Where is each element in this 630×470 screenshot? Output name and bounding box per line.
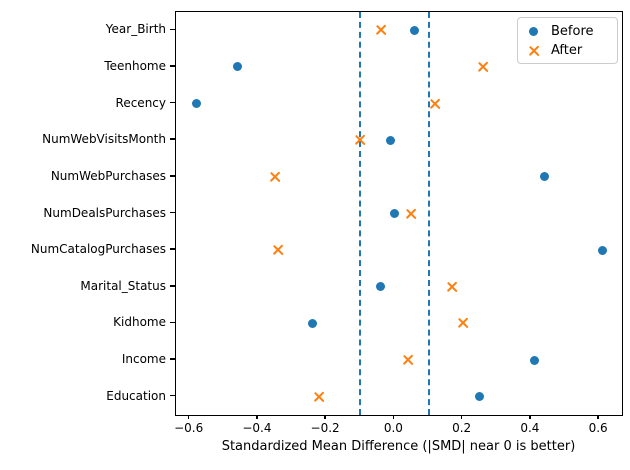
x-tick-mark xyxy=(392,415,395,419)
reference-line xyxy=(427,12,430,415)
y-tick-mark xyxy=(170,211,175,214)
data-point-before xyxy=(386,135,396,145)
y-tick-mark xyxy=(170,101,175,104)
data-point-before xyxy=(598,245,608,255)
x-tick-label: 0.2 xyxy=(452,421,472,435)
x-tick-mark xyxy=(324,415,326,419)
x-tick-label: −0.4 xyxy=(242,421,272,435)
data-point-before xyxy=(307,318,317,328)
y-tick-label: NumWebVisitsMonth xyxy=(42,132,166,147)
x-tick-label: 0.0 xyxy=(383,421,403,435)
data-point-before xyxy=(389,209,399,218)
y-tick-label: NumWebPurchases xyxy=(50,168,166,183)
x-tick-mark xyxy=(597,415,599,419)
y-tick-label: Education xyxy=(106,388,166,403)
data-point-after xyxy=(431,99,440,108)
x-tick-mark xyxy=(256,415,258,419)
x-tick-label: 0.6 xyxy=(588,421,608,435)
reference-line xyxy=(359,12,362,415)
plot-area xyxy=(175,11,623,416)
legend-entry-after: After xyxy=(518,41,617,60)
x-tick-label: 0.4 xyxy=(520,421,540,435)
y-tick-label: NumDealsPurchases xyxy=(43,205,166,220)
data-point-after xyxy=(356,136,365,145)
x-tick-label: −0.6 xyxy=(174,421,204,435)
y-tick-mark xyxy=(170,65,175,67)
data-point-after xyxy=(270,172,279,181)
data-point-before xyxy=(529,355,539,365)
data-point-before xyxy=(191,99,201,109)
data-point-after xyxy=(376,26,385,35)
x-tick-mark xyxy=(187,415,190,419)
x-tick-mark xyxy=(529,415,531,419)
y-tick-label: Kidhome xyxy=(113,315,166,330)
y-tick-mark xyxy=(170,138,175,140)
data-point-before xyxy=(540,172,550,182)
x-axis-label: Standardized Mean Difference (|SMD| near… xyxy=(221,439,576,454)
data-point-before xyxy=(410,25,420,35)
legend-entry-before: Before xyxy=(518,22,617,41)
circle-marker-icon xyxy=(529,27,538,36)
data-point-after xyxy=(407,209,416,218)
data-point-after xyxy=(404,356,413,365)
data-point-before xyxy=(475,392,485,402)
y-tick-mark xyxy=(170,28,175,31)
y-tick-mark xyxy=(170,321,175,324)
data-point-before xyxy=(232,62,242,72)
x-marker-icon xyxy=(529,46,538,55)
y-tick-mark xyxy=(170,358,175,360)
data-point-before xyxy=(376,282,386,292)
y-tick-label: NumCatalogPurchases xyxy=(30,242,166,257)
x-tick-mark xyxy=(460,415,463,419)
y-tick-label: Teenhome xyxy=(104,58,166,73)
y-tick-mark xyxy=(170,285,175,287)
data-point-after xyxy=(448,282,457,291)
data-point-after xyxy=(479,62,488,71)
y-tick-mark xyxy=(170,394,175,397)
y-tick-mark xyxy=(170,175,175,177)
y-tick-label: Marital_Status xyxy=(80,278,166,293)
legend-label-before: Before xyxy=(551,24,594,39)
legend-label-after: After xyxy=(551,43,583,58)
legend: Before After xyxy=(517,17,618,64)
data-point-after xyxy=(274,246,283,255)
data-point-after xyxy=(315,392,324,401)
y-tick-label: Recency xyxy=(115,95,166,110)
x-tick-label: −0.2 xyxy=(310,421,340,435)
data-point-after xyxy=(458,319,467,328)
y-tick-label: Income xyxy=(121,352,166,367)
y-tick-mark xyxy=(170,248,175,250)
y-tick-label: Year_Birth xyxy=(105,22,166,37)
